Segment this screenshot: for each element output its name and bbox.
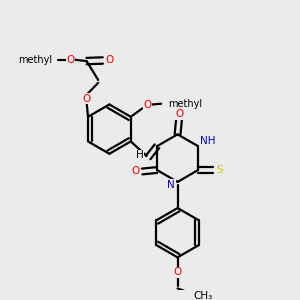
Text: H: H bbox=[136, 150, 143, 160]
Text: O: O bbox=[175, 109, 183, 119]
Text: CH₃: CH₃ bbox=[194, 291, 213, 300]
Text: NH: NH bbox=[200, 136, 215, 146]
Text: N: N bbox=[167, 180, 175, 190]
Text: methyl: methyl bbox=[168, 99, 202, 109]
Text: O: O bbox=[105, 56, 113, 65]
Text: O: O bbox=[131, 167, 139, 176]
Text: O: O bbox=[143, 100, 152, 110]
Text: methyl: methyl bbox=[18, 55, 52, 64]
Text: O: O bbox=[173, 267, 182, 278]
Text: O: O bbox=[67, 55, 75, 64]
Text: S: S bbox=[217, 165, 223, 175]
Text: O: O bbox=[82, 94, 91, 104]
